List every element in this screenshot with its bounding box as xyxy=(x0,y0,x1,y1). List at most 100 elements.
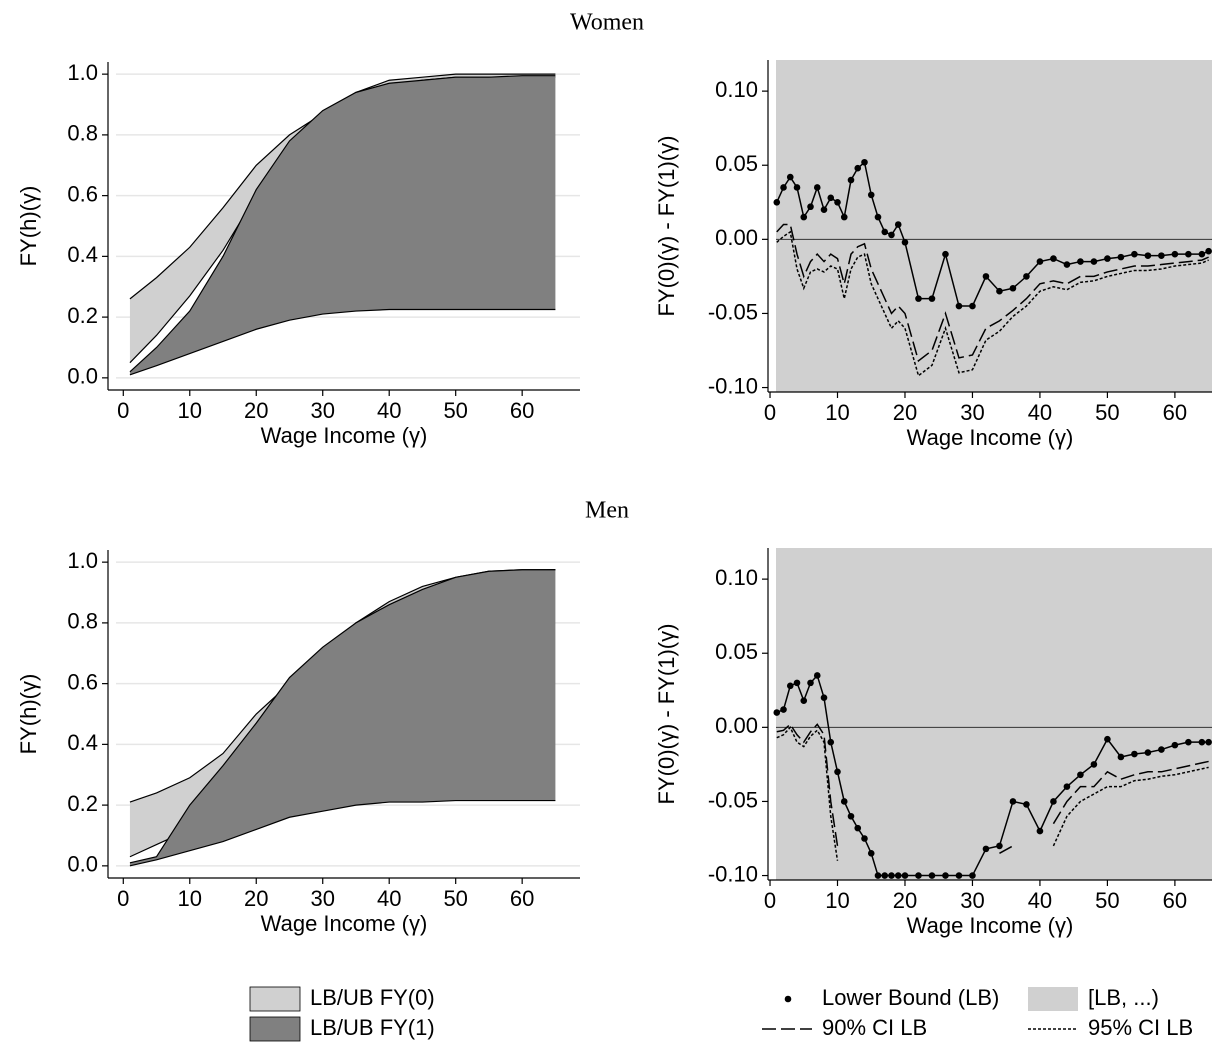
y-axis-label: FY(h)(γ) xyxy=(16,186,41,267)
y-axis-label: FY(0)(γ) - FY(1)(γ) xyxy=(654,136,679,317)
lb-point xyxy=(773,198,781,206)
lb-point xyxy=(1185,250,1192,258)
y-tick-label: 0.4 xyxy=(67,730,98,755)
lb-point xyxy=(1063,261,1071,268)
lb-point xyxy=(780,184,787,191)
x-tick-label: 20 xyxy=(244,398,268,423)
y-tick-label: 0.00 xyxy=(715,225,758,250)
lb-point xyxy=(901,239,909,246)
x-axis-label: Wage Income (γ) xyxy=(907,425,1074,450)
y-tick-label: 0.10 xyxy=(715,77,758,102)
dotted-line xyxy=(1052,766,1209,847)
legend-label: LB/UB FY(0) xyxy=(310,985,435,1010)
lb-point xyxy=(928,295,936,302)
lb-point xyxy=(1171,250,1179,258)
legend-marker xyxy=(784,995,792,1003)
lb-point xyxy=(807,203,814,211)
lb-point xyxy=(969,872,976,879)
x-tick-label: 60 xyxy=(510,886,534,911)
band-upper xyxy=(129,75,556,373)
region-fill xyxy=(776,60,1212,392)
x-tick-label: 60 xyxy=(510,398,534,423)
lb-point xyxy=(1023,273,1030,280)
lb-point xyxy=(834,198,841,206)
lb-point xyxy=(786,682,794,690)
y-tick-label: 0.0 xyxy=(67,364,98,389)
x-tick-label: 0 xyxy=(764,400,776,425)
lb-point xyxy=(861,835,868,842)
lb-point xyxy=(1117,253,1125,261)
legend-label: 95% CI LB xyxy=(1088,1015,1193,1040)
dotted-line xyxy=(776,725,839,861)
lb-point xyxy=(1205,247,1212,255)
lb-point xyxy=(840,213,848,221)
legend-label: Lower Bound (LB) xyxy=(822,985,999,1010)
lb-point xyxy=(1158,746,1165,753)
lb-point xyxy=(1050,255,1057,262)
lb-point xyxy=(888,231,895,239)
y-tick-label: -0.05 xyxy=(708,787,758,812)
lb-point xyxy=(1009,798,1017,805)
lb-point xyxy=(807,679,814,687)
lb-point xyxy=(955,872,963,879)
lb-point xyxy=(861,158,868,166)
lb-point xyxy=(813,184,821,191)
lb-point xyxy=(1009,284,1017,292)
dashed-line xyxy=(999,845,1014,854)
lb-point xyxy=(969,302,976,310)
lb-point xyxy=(840,798,848,805)
dashed-line xyxy=(1052,760,1209,825)
y-tick-label: 0.8 xyxy=(67,121,98,146)
x-axis-label: Wage Income (γ) xyxy=(261,423,428,448)
lb-point xyxy=(1050,798,1057,805)
x-tick-label: 40 xyxy=(1028,888,1052,913)
lb-point xyxy=(874,872,882,879)
y-tick-label: 0.05 xyxy=(715,639,758,664)
legend-label: [LB, ...) xyxy=(1088,985,1159,1010)
x-tick-label: 50 xyxy=(1095,888,1119,913)
x-tick-label: 60 xyxy=(1163,888,1187,913)
lb-point xyxy=(813,672,821,679)
x-tick-label: 50 xyxy=(443,398,467,423)
lb-point xyxy=(1104,255,1111,262)
lb-point xyxy=(996,287,1003,295)
lb-point xyxy=(820,694,828,701)
lb-point xyxy=(982,273,990,280)
lb-point xyxy=(1205,738,1212,746)
lb-point xyxy=(1131,250,1138,258)
lb-point xyxy=(1198,738,1206,746)
lb-point xyxy=(1090,761,1098,768)
dotted-line xyxy=(776,230,1209,377)
lb-point xyxy=(1117,753,1125,761)
y-axis-label: FY(h)(γ) xyxy=(16,674,41,755)
band-fill xyxy=(129,569,556,857)
x-tick-label: 10 xyxy=(178,398,202,423)
x-tick-label: 50 xyxy=(1095,400,1119,425)
lb-point xyxy=(1077,258,1084,265)
lb-point xyxy=(827,194,835,202)
band-fill xyxy=(129,74,556,363)
lb-point xyxy=(786,173,794,181)
x-tick-label: 40 xyxy=(1028,400,1052,425)
y-axis-label: FY(0)(γ) - FY(1)(γ) xyxy=(654,624,679,805)
band-lower xyxy=(129,308,556,376)
lb-point xyxy=(847,812,855,820)
legend-swatch xyxy=(249,1016,301,1042)
lb-point xyxy=(881,872,889,879)
lb-point xyxy=(1198,250,1206,258)
x-axis-label: Wage Income (γ) xyxy=(261,911,428,936)
x-tick-label: 30 xyxy=(310,398,334,423)
band-upper xyxy=(129,569,556,864)
lb-point xyxy=(780,706,787,713)
lb-point xyxy=(1090,258,1098,265)
x-tick-label: 10 xyxy=(825,400,849,425)
lb-point xyxy=(1036,827,1044,835)
x-tick-label: 30 xyxy=(960,400,984,425)
x-tick-label: 50 xyxy=(443,886,467,911)
lb-point xyxy=(928,872,936,879)
lb-point xyxy=(1158,252,1165,259)
lb-point xyxy=(854,824,862,832)
lb-point xyxy=(847,176,855,184)
lb-point xyxy=(867,850,875,857)
lb-point xyxy=(1144,749,1152,756)
